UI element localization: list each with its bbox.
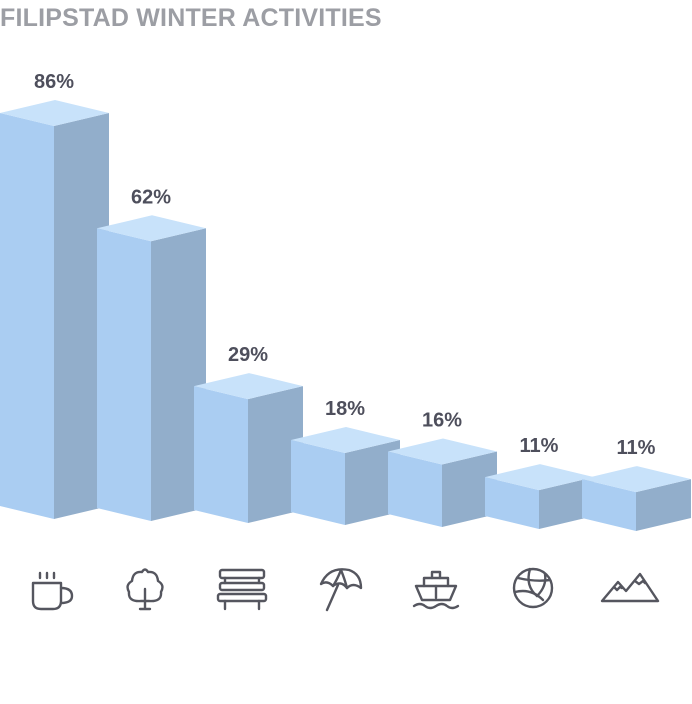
bar-front-face (97, 228, 151, 522)
bar-value-label: 11% (617, 437, 656, 459)
bar-front-face (194, 386, 248, 523)
bar-front-face (0, 113, 54, 519)
bar-front-face (485, 477, 539, 529)
beach-umbrella-icon (319, 568, 363, 612)
bar-3 (194, 373, 303, 523)
bar-value-label: 16% (422, 409, 462, 431)
coffee-cup-icon (31, 571, 74, 611)
bar-value-label: 11% (520, 435, 559, 457)
bar-side-face (636, 479, 691, 531)
chart-title: FILIPSTAD WINTER ACTIVITIES (0, 4, 382, 32)
bench-icon (216, 568, 268, 611)
bar-side-face (54, 113, 109, 519)
bar-front-face (291, 440, 345, 525)
bar-top-face (291, 427, 400, 454)
volleyball-icon (512, 567, 554, 609)
bar-7 (582, 466, 691, 531)
bar-value-label: 86% (34, 71, 74, 93)
bar-top-face (485, 464, 594, 491)
bar-top-face (582, 466, 691, 493)
bar-top-face (388, 438, 497, 465)
bar-top-face (97, 215, 206, 242)
bar-5 (388, 438, 497, 527)
bar-side-face (442, 451, 497, 527)
ship-icon (412, 570, 460, 610)
bar-side-face (345, 440, 400, 525)
bar-front-face (582, 479, 636, 531)
mountains-icon (600, 572, 660, 603)
bar-value-label: 18% (325, 398, 365, 420)
bar-side-face (539, 477, 594, 529)
tree-icon (126, 568, 164, 611)
bar-side-face (151, 228, 206, 522)
bar-4 (291, 427, 400, 525)
bar-value-label: 62% (131, 186, 171, 208)
bar-2 (97, 215, 206, 522)
bar-6 (485, 464, 594, 529)
bar-front-face (388, 451, 442, 527)
bar-side-face (248, 386, 303, 523)
bar-top-face (0, 100, 109, 126)
bar-top-face (194, 373, 303, 400)
bar-1 (0, 100, 109, 519)
bar-value-label: 29% (228, 344, 268, 366)
